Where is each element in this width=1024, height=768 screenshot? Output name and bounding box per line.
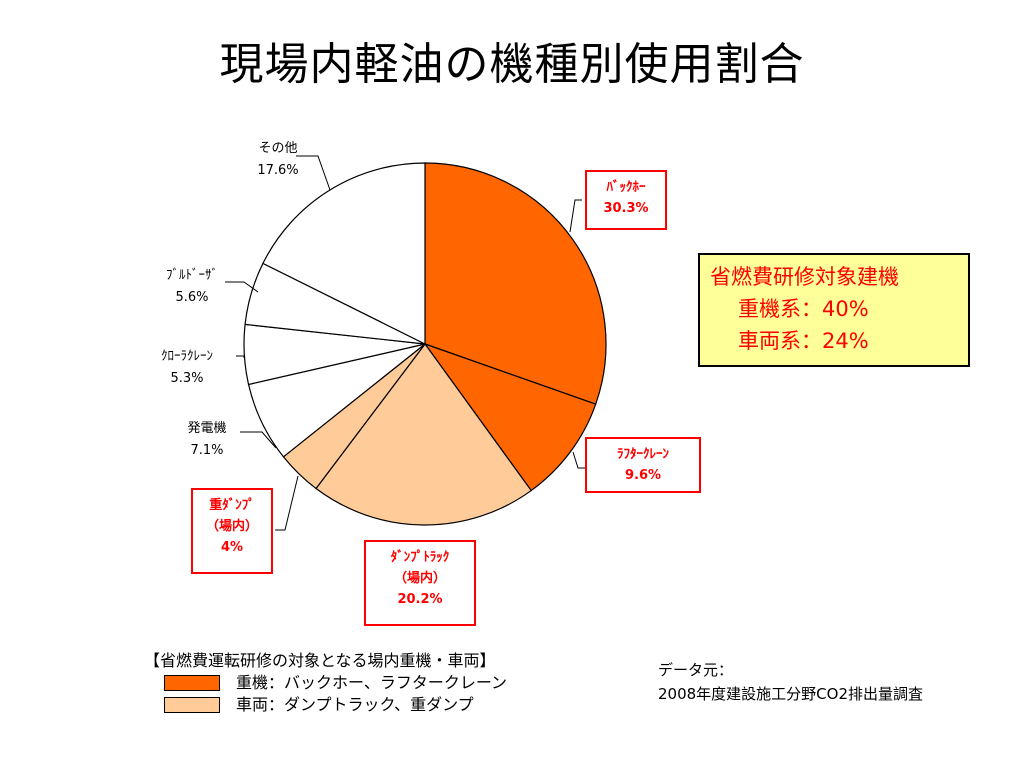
data-source: データ元： 2008年度建設施工分野CO2排出量調査 bbox=[658, 658, 923, 706]
slice-name-dump-truck-1: （場内） bbox=[394, 570, 446, 586]
slice-value-rough-terrain-crane: 9.6% bbox=[625, 468, 661, 483]
leader-line-backhoe bbox=[569, 199, 582, 233]
slice-name-bulldozer: ﾌﾞﾙﾄﾞｰｻﾞ bbox=[166, 268, 218, 283]
slice-value-backhoe: 30.3% bbox=[603, 201, 648, 216]
slice-name-heavy-dump-1: （場内） bbox=[206, 518, 258, 534]
label-box-backhoe bbox=[585, 170, 667, 230]
label-box-rough-terrain-crane bbox=[585, 437, 701, 493]
legend-swatch-vehicle bbox=[164, 697, 220, 713]
legend-text-vehicle: 車両：ダンプトラック、重ダンプ bbox=[236, 695, 474, 714]
slice-value-generator: 7.1% bbox=[190, 443, 223, 458]
note-line-2: 重機系：40% bbox=[738, 297, 869, 321]
slice-name-crawler-crane: ｸﾛｰﾗｸﾚｰﾝ bbox=[161, 349, 213, 364]
leader-line-bulldozer bbox=[225, 281, 259, 293]
label-box-dump-truck bbox=[364, 540, 476, 626]
note-line-3: 車両系：24% bbox=[738, 329, 869, 353]
legend-text-heavy: 重機：バックホー、ラフタークレーン bbox=[236, 673, 508, 692]
note-line-1: 省燃費研修対象建機 bbox=[710, 265, 899, 289]
leader-line-crawler-crane bbox=[236, 355, 245, 358]
leader-line-heavy-dump bbox=[275, 475, 299, 531]
pie-slice-rough-terrain-crane bbox=[423, 342, 597, 492]
slice-name-heavy-dump: 重ﾀﾞﾝﾌﾟ bbox=[209, 497, 255, 513]
slice-name-dump-truck: ﾀﾞﾝﾌﾟﾄﾗｯｸ bbox=[391, 549, 450, 565]
slice-value-dump-truck: 20.2% bbox=[397, 592, 442, 607]
legend-swatch-heavy bbox=[164, 675, 220, 691]
chart-title: 現場内軽油の機種別使用割合 bbox=[219, 39, 805, 90]
legend-item-vehicle: 車両：ダンプトラック、重ダンプ bbox=[144, 694, 507, 716]
pie-slice-other bbox=[262, 162, 426, 345]
slice-name-rough-terrain-crane: ﾗﾌﾀｰｸﾚｰﾝ bbox=[617, 447, 670, 462]
slice-value-bulldozer: 5.6% bbox=[175, 290, 208, 305]
pie-slice-dump-truck bbox=[315, 342, 533, 526]
label-box-heavy-dump bbox=[191, 488, 273, 574]
slice-value-other: 17.6% bbox=[257, 163, 298, 178]
legend-item-heavy: 重機：バックホー、ラフタークレーン bbox=[144, 672, 507, 694]
slice-name-generator: 発電機 bbox=[187, 421, 226, 436]
slice-value-heavy-dump: 4% bbox=[221, 540, 243, 555]
slice-value-crawler-crane: 5.3% bbox=[170, 371, 203, 386]
leader-line-rough-terrain-crane bbox=[572, 451, 586, 469]
slice-name-backhoe: ﾊﾞｯｸﾎｰ bbox=[606, 179, 647, 195]
legend: 【省燃費運転研修の対象となる場内重機・車両】 重機：バックホー、ラフタークレーン… bbox=[144, 650, 507, 716]
slice-name-other: その他 bbox=[258, 141, 297, 156]
source-line-2: 2008年度建設施工分野CO2排出量調査 bbox=[658, 685, 923, 703]
source-line-1: データ元： bbox=[658, 661, 734, 679]
leader-line-generator bbox=[240, 431, 277, 449]
target-machines-note: 省燃費研修対象建機 重機系：40% 車両系：24% bbox=[698, 253, 970, 367]
pie-slice-backhoe bbox=[424, 162, 607, 405]
leader-line-other bbox=[296, 155, 331, 191]
legend-heading: 【省燃費運転研修の対象となる場内重機・車両】 bbox=[144, 651, 496, 670]
